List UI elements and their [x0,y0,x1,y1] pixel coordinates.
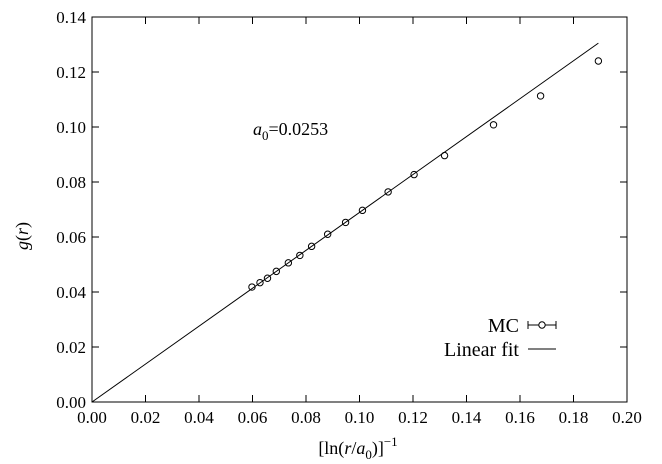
x-axis-label: [ln(r/a0)]−1 [318,434,397,462]
y-tick-label: 0.08 [56,173,86,192]
y-tick-label: 0.00 [56,393,86,412]
x-tick-label: 0.08 [291,408,321,427]
y-tick-label: 0.02 [56,338,86,357]
y-tick-label: 0.10 [56,118,86,137]
legend-label-fit: Linear fit [444,339,519,361]
plot-series [91,42,603,403]
x-tick-label: 0.12 [398,408,428,427]
y-tick-label: 0.04 [56,283,86,302]
legend-marker-mc [527,321,557,329]
x-tick-label: 0.10 [345,408,375,427]
x-tick-label: 0.04 [184,408,214,427]
x-tick-label: 0.00 [77,408,107,427]
y-tick-label: 0.14 [56,8,86,27]
mc-data-point [594,57,603,65]
x-tick-label: 0.16 [505,408,535,427]
x-axis-ticks: 0.00 0.02 0.04 0.06 0.08 0.10 0.12 0.14 0.16 0.18… [77,17,642,427]
x-tick-label: 0.14 [452,408,482,427]
mc-data-point [536,92,545,100]
mc-data-point [489,121,498,129]
x-tick-label: 0.18 [559,408,589,427]
y-tick-label: 0.12 [56,63,86,82]
plot-frame [91,16,628,403]
legend: MC Linear fit [444,315,557,361]
y-axis-label: g(r) [12,222,33,250]
legend-label-mc: MC [488,315,519,337]
fit-parameter-annotation: a0=0.0253 [253,119,328,143]
y-tick-label: 0.06 [56,228,86,247]
linear-fit-line [91,42,599,403]
x-tick-label: 0.02 [131,408,161,427]
x-tick-label: 0.06 [238,408,268,427]
y-axis-ticks: 0.00 0.02 0.04 0.06 0.08 0.10 0.12 0.14 [56,8,627,412]
x-tick-label: 0.20 [612,408,642,427]
mc-data-point [248,283,256,291]
